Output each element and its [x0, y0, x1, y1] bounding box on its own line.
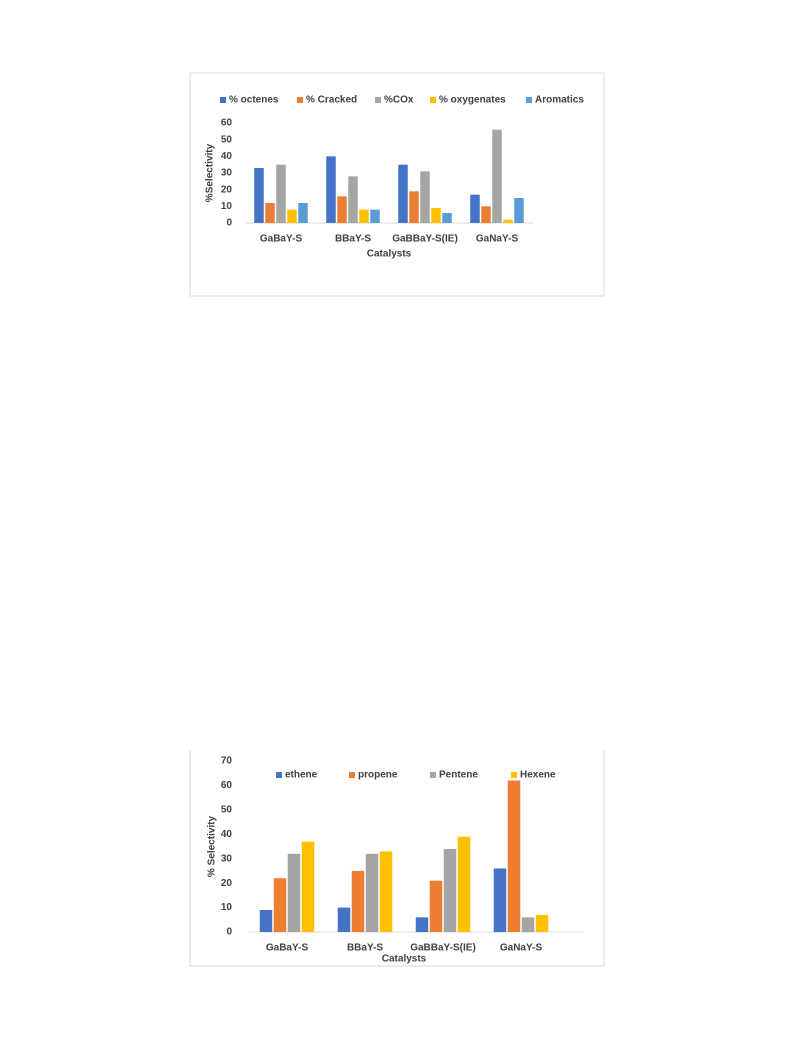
- legend-swatch: [526, 97, 532, 103]
- y-tick-label: 50: [221, 134, 233, 145]
- bar: [298, 203, 308, 223]
- x-tick-label: GaBBaY-S(IE): [410, 943, 476, 954]
- x-tick-label: BBaY-S: [335, 234, 371, 245]
- legend-swatch: [349, 772, 355, 778]
- x-axis-title: Catalysts: [382, 954, 427, 965]
- y-tick-label: 60: [221, 780, 233, 791]
- bar: [265, 203, 275, 223]
- legend-label: %COx: [384, 95, 414, 106]
- y-tick-label: 40: [221, 829, 233, 840]
- bar: [326, 156, 336, 223]
- x-tick-label: GaBBaY-S(IE): [392, 234, 458, 245]
- y-tick-label: 50: [221, 804, 233, 815]
- bar: [429, 880, 443, 932]
- bar: [301, 841, 315, 932]
- y-tick-label: 0: [226, 218, 232, 229]
- bar: [398, 164, 408, 223]
- y-tick-label: 20: [221, 184, 233, 195]
- bar: [254, 168, 264, 223]
- bar: [273, 878, 287, 932]
- legend-label: Aromatics: [535, 95, 584, 106]
- bar: [359, 209, 369, 223]
- y-tick-label: 40: [221, 151, 233, 162]
- legend-swatch: [276, 772, 282, 778]
- y-axis-title: % Selectivity: [207, 815, 218, 877]
- legend-swatch: [430, 772, 436, 778]
- legend-label: Pentene: [439, 770, 478, 781]
- bar: [493, 868, 507, 932]
- x-tick-label: GaNaY-S: [500, 943, 543, 954]
- y-tick-label: 30: [221, 168, 233, 179]
- bar: [507, 780, 521, 932]
- y-tick-label: 10: [221, 902, 233, 913]
- bar: [415, 917, 429, 932]
- bar: [351, 870, 365, 932]
- y-tick-label: 0: [226, 927, 232, 938]
- bar: [348, 176, 358, 223]
- y-tick-label: 10: [221, 201, 233, 212]
- y-tick-label: 30: [221, 853, 233, 864]
- legend-label: propene: [358, 770, 398, 781]
- chart-frame: [189, 750, 605, 967]
- legend-swatch: [297, 97, 303, 103]
- bar: [420, 171, 430, 223]
- legend-swatch: [220, 97, 226, 103]
- bar: [503, 219, 513, 223]
- bar: [259, 910, 273, 932]
- legend-swatch: [375, 97, 381, 103]
- bar: [492, 129, 502, 223]
- bar: [379, 851, 393, 932]
- legend-label: % octenes: [229, 95, 279, 106]
- bar: [276, 164, 286, 223]
- legend-label: ethene: [285, 770, 318, 781]
- bar: [514, 198, 524, 223]
- bar: [457, 836, 471, 932]
- bar: [365, 853, 379, 932]
- bar: [535, 914, 549, 932]
- bar: [442, 213, 452, 223]
- y-tick-label: 60: [221, 118, 233, 129]
- x-axis-title: Catalysts: [367, 249, 412, 260]
- bar: [337, 907, 351, 932]
- bar: [287, 853, 301, 932]
- bar: [521, 917, 535, 932]
- bar: [481, 206, 491, 223]
- y-tick-label: 70: [221, 756, 233, 767]
- bar: [409, 191, 419, 223]
- bar: [443, 848, 457, 932]
- legend-swatch: [430, 97, 436, 103]
- bar: [337, 196, 347, 223]
- y-axis-title: %Selectivity: [205, 143, 216, 202]
- bar: [370, 209, 380, 223]
- legend-label: Hexene: [520, 770, 556, 781]
- legend-label: % Cracked: [306, 95, 357, 106]
- x-tick-label: GaBaY-S: [266, 943, 309, 954]
- x-tick-label: GaNaY-S: [476, 234, 519, 245]
- legend-label: % oxygenates: [439, 95, 506, 106]
- chart-frame: [189, 72, 605, 297]
- y-tick-label: 20: [221, 878, 233, 889]
- bar: [470, 194, 480, 223]
- legend-swatch: [511, 772, 517, 778]
- bar: [431, 208, 441, 223]
- bar: [287, 209, 297, 223]
- x-tick-label: GaBaY-S: [260, 234, 303, 245]
- x-tick-label: BBaY-S: [347, 943, 383, 954]
